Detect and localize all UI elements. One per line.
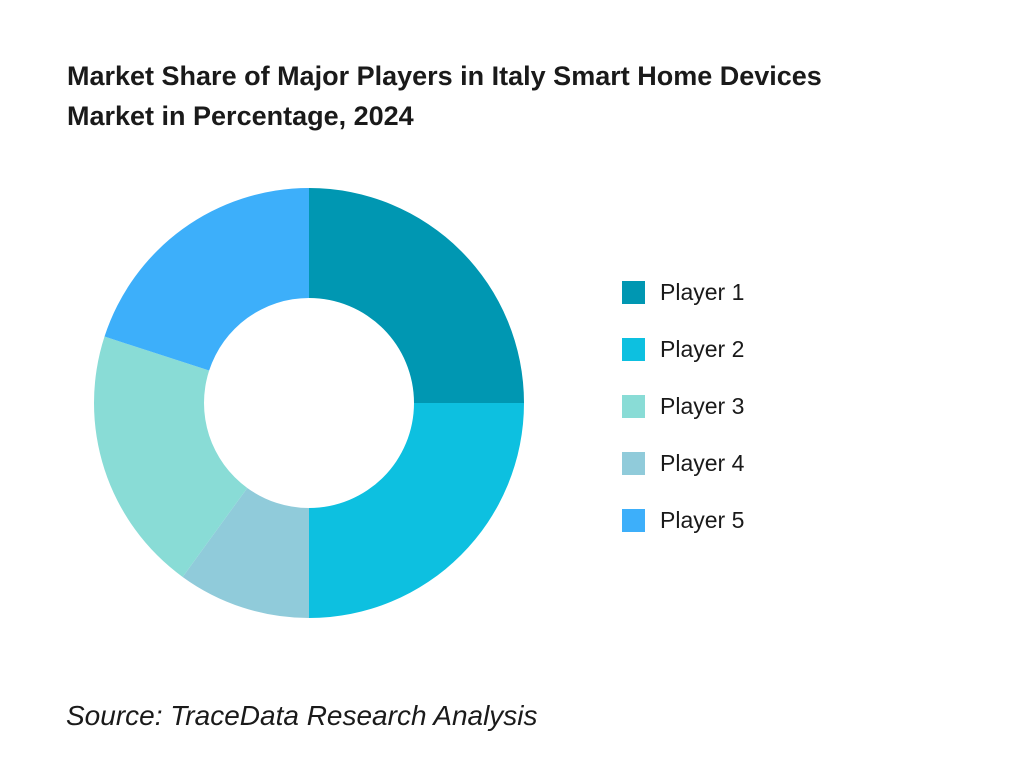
donut-chart: [93, 188, 524, 618]
chart-title: Market Share of Major Players in Italy S…: [67, 56, 957, 136]
legend-item-player-4: Player 4: [622, 451, 744, 475]
legend-label: Player 2: [660, 336, 745, 362]
legend-swatch-icon: [622, 451, 645, 475]
donut-slice-player-1: [309, 188, 524, 403]
legend-swatch-icon: [622, 280, 645, 304]
chart-legend: Player 1 Player 2 Player 3 Player 4 Player 5: [622, 280, 744, 532]
legend-item-player-2: Player 2: [622, 337, 744, 361]
legend-item-player-1: Player 1: [622, 280, 744, 304]
legend-label: Player 5: [660, 507, 745, 533]
donut-slice-player-3: [93, 336, 248, 577]
legend-swatch-icon: [622, 508, 645, 532]
donut-slice-player-5: [104, 188, 309, 371]
legend-item-player-3: Player 3: [622, 394, 744, 418]
chart-title-line-1: Market Share of Major Players in Italy S…: [67, 61, 822, 91]
legend-swatch-icon: [622, 394, 645, 418]
donut-chart-svg: [93, 188, 524, 618]
legend-item-player-5: Player 5: [622, 508, 744, 532]
source-note: Source: TraceData Research Analysis: [66, 700, 538, 731]
chart-title-line-2: Market in Percentage, 2024: [67, 101, 414, 131]
donut-slice-player-4: [182, 487, 309, 618]
legend-label: Player 3: [660, 393, 745, 419]
donut-slice-player-2: [309, 403, 524, 618]
legend-label: Player 1: [660, 279, 745, 305]
legend-swatch-icon: [622, 337, 645, 361]
legend-label: Player 4: [660, 450, 745, 476]
